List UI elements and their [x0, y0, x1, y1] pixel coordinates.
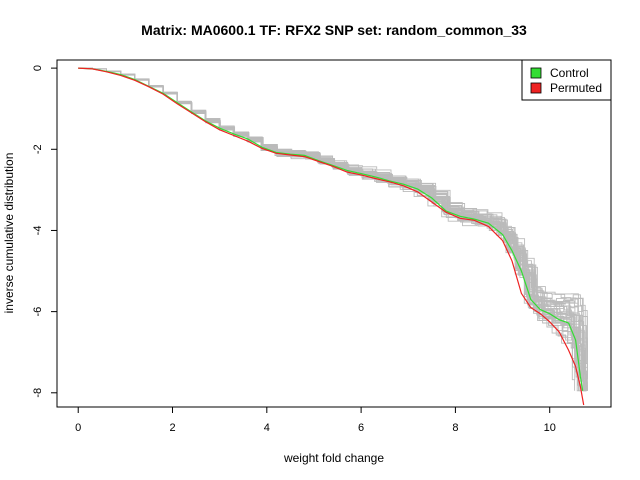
- main-series-group: [78, 67, 585, 406]
- y-tick-label: -2: [32, 144, 44, 154]
- y-tick-label: -8: [32, 388, 44, 398]
- x-tick-label: 2: [169, 422, 175, 434]
- background-series-group: [78, 67, 588, 392]
- x-axis-label: weight fold change: [283, 451, 384, 465]
- y-axis-label: inverse cumulative distribution: [2, 153, 16, 314]
- background-series-line: [78, 67, 585, 391]
- legend: Control Permuted: [521, 59, 612, 101]
- x-tick-label: 4: [264, 422, 270, 434]
- legend-swatch-control: [530, 67, 542, 79]
- y-axis: 0 -2 -4 -6 -8: [32, 65, 58, 398]
- chart-title: Matrix: MA0600.1 TF: RFX2 SNP set: rando…: [141, 22, 527, 38]
- legend-swatch-permuted: [530, 82, 542, 94]
- series-line-control: [78, 67, 584, 391]
- y-tick-label: -6: [32, 307, 44, 317]
- x-tick-label: 10: [544, 422, 556, 434]
- legend-label-control: Control: [550, 66, 589, 80]
- legend-label-permuted: Permuted: [550, 81, 602, 95]
- series-line-permuted: [78, 67, 585, 406]
- x-axis: 0 2 4 6 8 10: [75, 406, 556, 434]
- y-tick-label: 0: [32, 65, 44, 71]
- x-tick-label: 0: [75, 422, 81, 434]
- x-tick-label: 6: [358, 422, 364, 434]
- x-tick-label: 8: [452, 422, 458, 434]
- y-tick-label: -4: [32, 226, 44, 236]
